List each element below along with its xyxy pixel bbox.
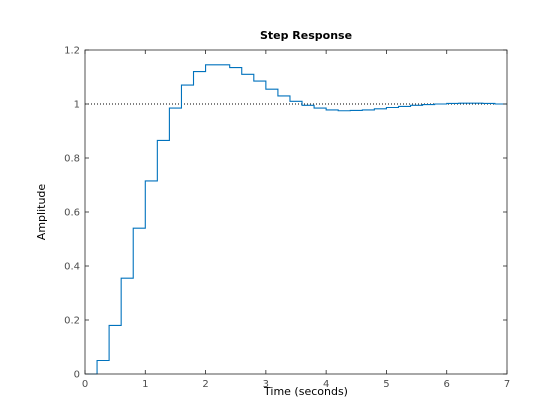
- x-tick-label: 7: [504, 379, 510, 390]
- plot-area: [85, 50, 507, 374]
- series-layer: [85, 64, 507, 375]
- x-ticks: 0 1 2 3 4 5 6 7: [82, 50, 510, 390]
- y-tick-label: 0: [74, 370, 80, 381]
- x-tick-label: 2: [202, 379, 208, 390]
- y-tick-label: 1: [74, 100, 80, 111]
- y-axis-label: Amplitude: [35, 184, 48, 241]
- x-tick-label: 1: [142, 379, 148, 390]
- y-ticks: 0 0.2 0.4 0.6 0.8 1 1.2: [64, 46, 507, 381]
- y-tick-label: 1.2: [64, 46, 80, 57]
- x-tick-label: 3: [263, 379, 269, 390]
- x-axis-label: Time (seconds): [263, 385, 348, 398]
- chart-title: Step Response: [260, 29, 352, 42]
- y-tick-label: 0.2: [64, 316, 80, 327]
- x-tick-label: 4: [323, 379, 329, 390]
- y-tick-label: 0.4: [64, 262, 80, 273]
- step-response-series: [85, 64, 507, 375]
- x-tick-label: 6: [444, 379, 450, 390]
- y-tick-label: 0.6: [64, 208, 80, 219]
- x-tick-label: 5: [383, 379, 389, 390]
- y-tick-label: 0.8: [64, 154, 80, 165]
- x-tick-label: 0: [82, 379, 88, 390]
